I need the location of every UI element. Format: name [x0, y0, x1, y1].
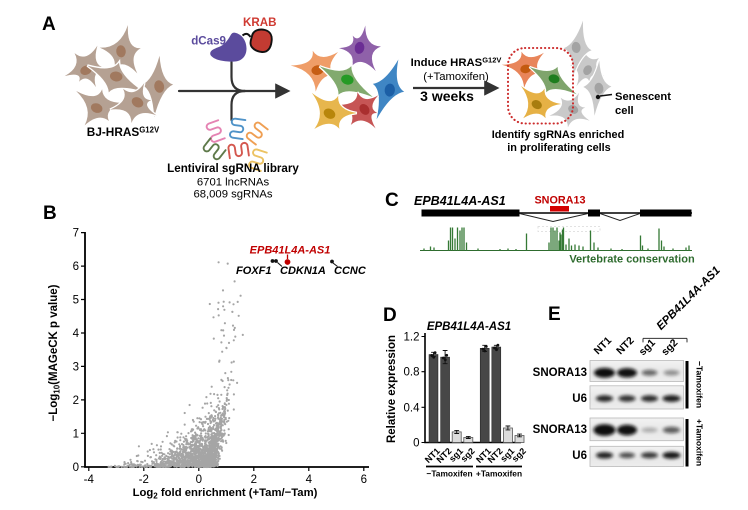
svg-text:cell: cell [615, 105, 634, 117]
svg-text:−Tamoxifen: −Tamoxifen [695, 361, 705, 408]
svg-text:KRAB: KRAB [243, 16, 277, 29]
svg-text:D: D [383, 305, 397, 326]
svg-text:5: 5 [73, 295, 79, 307]
svg-text:0: 0 [196, 474, 202, 486]
svg-text:Identify sgRNAs enriched: Identify sgRNAs enriched [492, 129, 625, 141]
svg-text:BJ-HRASG12V: BJ-HRASG12V [87, 125, 160, 139]
svg-text:sg2: sg2 [510, 446, 528, 464]
svg-text:Induce HRASG12V: Induce HRASG12V [411, 56, 502, 69]
svg-text:SNORA13: SNORA13 [533, 367, 587, 379]
svg-text:sg2: sg2 [659, 337, 680, 358]
svg-text:−Log10(MAGeCK p value): −Log10(MAGeCK p value) [48, 284, 62, 421]
svg-text:-4: -4 [84, 474, 95, 486]
svg-text:NT2: NT2 [614, 334, 637, 357]
svg-text:−Tamoxifen: −Tamoxifen [426, 469, 472, 479]
svg-text:EPB41L4A-AS1: EPB41L4A-AS1 [250, 245, 331, 257]
svg-text:NT1: NT1 [592, 334, 615, 357]
svg-text:CDKN1A: CDKN1A [280, 265, 326, 277]
svg-text:Vertebrate conservation: Vertebrate conservation [569, 254, 695, 266]
svg-text:dCas9: dCas9 [191, 34, 226, 47]
svg-text:6: 6 [73, 261, 79, 273]
svg-text:Senescent: Senescent [615, 91, 671, 103]
svg-text:0: 0 [73, 462, 79, 474]
svg-text:3 weeks: 3 weeks [420, 88, 474, 104]
svg-text:Relative expression: Relative expression [386, 335, 398, 443]
svg-text:6701 lncRNAs: 6701 lncRNAs [197, 177, 270, 189]
svg-text:Log2 fold enrichment (+Tam/−Ta: Log2 fold enrichment (+Tam/−Tam) [133, 487, 318, 501]
svg-text:7: 7 [73, 228, 79, 240]
svg-text:FOXF1: FOXF1 [236, 265, 271, 277]
svg-text:C: C [385, 190, 399, 211]
svg-text:sg2: sg2 [459, 446, 477, 464]
svg-text:EPB41L4A-AS1: EPB41L4A-AS1 [655, 264, 723, 332]
svg-text:0: 0 [413, 438, 419, 450]
svg-text:B: B [43, 203, 57, 224]
svg-text:(+Tamoxifen): (+Tamoxifen) [423, 71, 489, 83]
svg-text:68,009 sgRNAs: 68,009 sgRNAs [193, 189, 272, 201]
svg-text:E: E [548, 304, 561, 325]
svg-text:1.2: 1.2 [404, 332, 420, 344]
svg-text:+Tamoxifen: +Tamoxifen [695, 419, 705, 466]
svg-text:U6: U6 [572, 393, 587, 405]
svg-text:CCNC: CCNC [334, 265, 367, 277]
svg-text:EPB41L4A-AS1: EPB41L4A-AS1 [414, 194, 506, 208]
svg-text:2: 2 [73, 395, 79, 407]
svg-text:in proliferating cells: in proliferating cells [507, 142, 610, 154]
svg-text:SNORA13: SNORA13 [533, 424, 587, 436]
svg-text:4: 4 [73, 328, 80, 340]
svg-text:A: A [42, 14, 56, 35]
svg-text:3: 3 [73, 361, 79, 373]
svg-text:6: 6 [361, 474, 367, 486]
svg-text:+Tamoxifen: +Tamoxifen [476, 469, 522, 479]
svg-text:U6: U6 [572, 450, 587, 462]
svg-text:Lentiviral sgRNA library: Lentiviral sgRNA library [167, 162, 299, 175]
svg-text:SNORA13: SNORA13 [534, 195, 585, 207]
svg-text:4: 4 [306, 474, 313, 486]
svg-text:1: 1 [73, 428, 79, 440]
svg-text:2: 2 [251, 474, 257, 486]
svg-text:-2: -2 [139, 474, 149, 486]
svg-text:0.4: 0.4 [404, 402, 421, 414]
svg-text:EPB41L4A-AS1: EPB41L4A-AS1 [427, 321, 511, 333]
svg-text:sg1: sg1 [637, 337, 658, 358]
svg-text:0.8: 0.8 [404, 367, 420, 379]
